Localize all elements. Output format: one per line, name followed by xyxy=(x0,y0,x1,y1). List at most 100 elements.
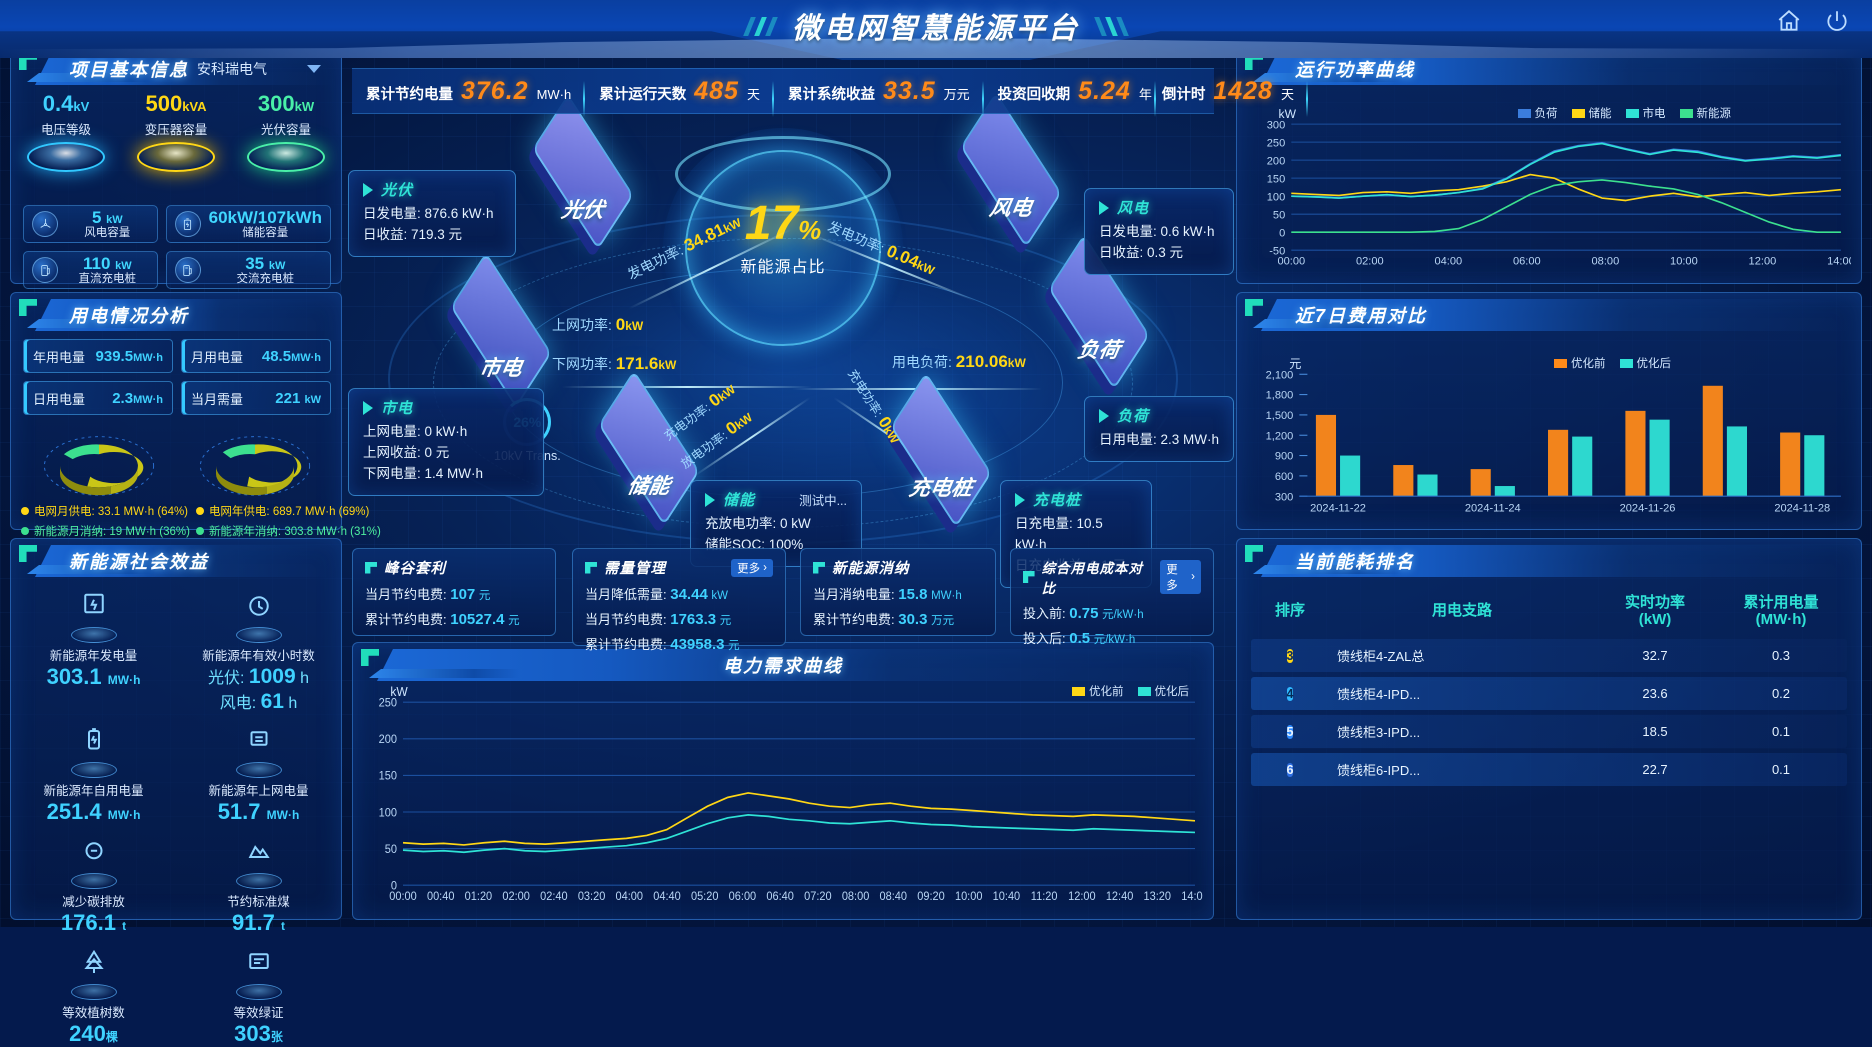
column-realtime-power: 实时功率 (kW) xyxy=(1624,593,1685,628)
svg-text:600: 600 xyxy=(1275,471,1293,483)
svg-text:07:20: 07:20 xyxy=(804,891,831,903)
app-title-wrap: 微电网智慧能源平台 xyxy=(0,0,1872,52)
node-label: 充电桩 xyxy=(907,477,975,500)
legend-item: 新能源年消纳: 303.8 MW·h (31%) xyxy=(195,523,381,539)
svg-text:300: 300 xyxy=(1275,491,1293,503)
halo-value: 500 xyxy=(145,91,183,116)
total-energy: 0.2 xyxy=(1771,686,1791,701)
benefit-row: 新能源年自用电量 251.4 MW·h 新能源年上网电量 51.7 MW·h xyxy=(11,718,341,825)
benefit-label: 等效绿证 xyxy=(233,1006,284,1020)
kpi-label: 累计节约电量 xyxy=(366,86,453,103)
card-title: 充电桩 xyxy=(1033,492,1082,509)
more-button[interactable]: 更多 › xyxy=(731,558,773,577)
svg-text:900: 900 xyxy=(1275,451,1293,463)
ratio-unit: % xyxy=(798,215,822,245)
panel-header: 电力需求曲线 xyxy=(359,649,1207,683)
flow-grid-upload: 上网功率: 0kW xyxy=(552,315,644,334)
kpi-item: 累计节约电量 376.2 MW·h xyxy=(352,77,586,117)
card-load: 负荷 日用电量: 2.3 MW·h xyxy=(1084,396,1234,462)
svg-text:04:40: 04:40 xyxy=(653,891,680,903)
svg-text:08:00: 08:00 xyxy=(1592,256,1620,268)
svg-text:06:40: 06:40 xyxy=(766,891,793,903)
svg-text:00:00: 00:00 xyxy=(1277,256,1305,268)
card-line: 日收益: 719.3 元 xyxy=(363,226,463,242)
svg-text:250: 250 xyxy=(1267,137,1285,149)
benefit-label: 新能源年发电量 xyxy=(49,649,138,663)
pv-node[interactable]: 光伏 xyxy=(524,93,642,251)
kpi-value: 5.24 xyxy=(1078,76,1131,105)
svg-text:12:40: 12:40 xyxy=(1106,891,1133,903)
chevron-down-icon[interactable] xyxy=(307,65,321,73)
svg-text:200: 200 xyxy=(379,734,397,746)
capacity-value: 5 xyxy=(91,208,102,228)
table-row[interactable]: 6 馈线柜6-IPD... 22.7 0.1 xyxy=(1251,753,1847,786)
ranking-table-header: 排序 用电支路 实时功率 (kW) 累计用电量 (MW·h) xyxy=(1251,585,1847,637)
panel-header: 当前能耗排名 xyxy=(1243,545,1855,579)
legend-item: 优化后 xyxy=(1619,355,1671,371)
panel-title: 运行功率曲线 xyxy=(1295,60,1415,80)
svg-text:1,500: 1,500 xyxy=(1266,410,1294,422)
panel-header: 用电情况分析 xyxy=(17,299,335,333)
benefit-label: 节约标准煤 xyxy=(227,895,290,909)
kpi-unit: 万元 xyxy=(943,86,970,102)
arrow-icon xyxy=(363,182,373,197)
metric-value: 2.3 xyxy=(112,389,134,407)
more-button[interactable]: 更多 › xyxy=(1160,560,1201,594)
benefit-effective-hours: 新能源年有效小时数 光伏: 1009 h 风电: 61 h xyxy=(176,583,341,714)
table-row[interactable]: 5 馈线柜3-IPD... 18.5 0.1 xyxy=(1251,715,1847,748)
svg-text:10:40: 10:40 xyxy=(993,891,1020,903)
power-icon[interactable] xyxy=(1824,8,1850,34)
donut-chart-annual xyxy=(184,423,326,501)
metric-label: 月用电量 xyxy=(191,349,244,365)
rank-badge: 5 xyxy=(1286,724,1294,739)
benefit-value: 303 xyxy=(234,1021,271,1046)
panel-header: 新能源社会效益 xyxy=(17,545,335,579)
load-node[interactable]: 负荷 xyxy=(1040,233,1158,391)
panel-demand-curve: 电力需求曲线 优化前 优化后 0 50 100 150 200 250 kW 00:00 00:… xyxy=(352,642,1214,920)
project-selector-value[interactable]: 安科瑞电气 xyxy=(197,61,267,77)
halo-unit: kW xyxy=(294,99,315,114)
legend-item: 市电 xyxy=(1625,105,1666,121)
metric-label: 年用电量 xyxy=(33,349,86,365)
capacity-label: 交流充电桩 xyxy=(236,272,295,285)
halo-disc-icon xyxy=(27,142,105,172)
svg-text:00:00: 00:00 xyxy=(389,891,416,903)
arrow-icon xyxy=(1015,492,1025,507)
card-title: 需量管理 xyxy=(604,561,666,577)
panel-flag-icon xyxy=(1245,545,1263,562)
card-flag-icon xyxy=(585,561,597,574)
svg-text:0: 0 xyxy=(1279,227,1285,239)
benefit-label: 减少碳排放 xyxy=(62,895,125,909)
home-icon[interactable] xyxy=(1776,8,1802,34)
table-row[interactable]: 4 馈线柜4-IPD... 23.6 0.2 xyxy=(1251,677,1847,710)
kpi-item: 累计系统收益 33.5 万元 xyxy=(774,77,984,117)
svg-text:11:20: 11:20 xyxy=(1031,891,1058,903)
capacity-label: 储能容量 xyxy=(242,226,289,239)
flow-load-power: 用电负荷: 210.06kW xyxy=(892,352,1026,371)
svg-text:150: 150 xyxy=(379,770,397,782)
total-energy: 0.1 xyxy=(1771,724,1791,739)
donut-chart-row xyxy=(21,423,333,501)
card-title: 光伏 xyxy=(381,182,414,199)
wind-node[interactable]: 风电 xyxy=(952,91,1070,249)
ranking-table-body: 3 馈线柜4-ZAL总 32.7 0.3 4 馈线柜4-IPD... 23.6 … xyxy=(1251,639,1847,913)
benefit-row: 等效植树数 240棵 等效绿证 303张 xyxy=(11,940,341,1047)
table-row[interactable]: 3 馈线柜4-ZAL总 32.7 0.3 xyxy=(1251,639,1847,672)
capacity-grid: 5 kW 风电容量 60kW/107kWh 储能容量 110 kW 直流充电桩 xyxy=(23,205,331,289)
benefit-value: 51.7 xyxy=(217,799,261,824)
total-energy: 0.3 xyxy=(1771,648,1791,663)
benefit-unit: 张 xyxy=(270,1030,283,1044)
card-title: 综合用电成本对比 xyxy=(1041,561,1144,596)
svg-text:50: 50 xyxy=(385,844,397,856)
kpi-unit: 年 xyxy=(1138,86,1152,102)
demand-chart: 优化前 优化后 0 50 100 150 200 250 kW 00:00 00:40 01:20… xyxy=(363,685,1203,911)
header-actions[interactable] xyxy=(1776,8,1850,34)
benefit-value: 91.7 xyxy=(232,910,275,935)
grid-node[interactable]: 市电 xyxy=(442,251,560,409)
card-line: 下网电量: 1.4 MW·h xyxy=(363,465,484,481)
chart-legend: 优化前 优化后 xyxy=(1072,683,1189,699)
halo-voltage-level: 0.4kV 电压等级 xyxy=(16,87,116,172)
title-slash-right xyxy=(1094,16,1129,36)
kpi-bar: 累计节约电量 376.2 MW·h 累计运行天数 485 天 累计系统收益 33… xyxy=(352,68,1309,117)
svg-text:50: 50 xyxy=(1273,209,1285,221)
